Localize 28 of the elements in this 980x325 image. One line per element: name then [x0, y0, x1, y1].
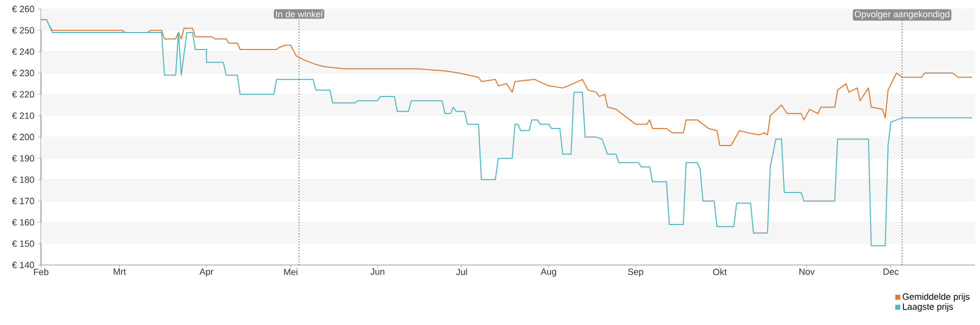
x-tick-label: Sep [628, 268, 644, 277]
y-tick-label: € 220 [12, 91, 34, 98]
y-tick-label: € 230 [12, 70, 34, 76]
ref-line-label: Opvolger aangekondigd [854, 10, 950, 20]
x-tick-label: Feb [34, 268, 48, 276]
legend-label: Gemiddelde prijs [902, 293, 970, 302]
legend-label: Laagste prijs [903, 303, 953, 312]
y-tick-label: € 210 [12, 112, 34, 119]
y-tick-label: € 240 [12, 48, 34, 55]
y-tick-label: € 200 [12, 134, 34, 140]
x-tick-label: Dec [884, 268, 899, 275]
x-tick-label: Aug [540, 268, 556, 277]
y-tick-label: € 160 [12, 219, 34, 226]
y-tick-label: € 170 [12, 198, 34, 204]
y-tick-label: € 250 [12, 27, 34, 34]
x-tick-label: Jul [456, 268, 467, 276]
y-tick-label: € 140 [12, 262, 34, 268]
x-tick-label: Jun [370, 268, 384, 275]
y-tick-label: € 190 [12, 155, 34, 162]
y-tick-label: € 180 [12, 176, 34, 183]
x-tick-label: Okt [713, 268, 727, 276]
x-tick-label: Nov [799, 268, 815, 275]
x-tick-label: Apr [200, 268, 214, 277]
y-tick-label: € 150 [12, 240, 34, 247]
y-tick-label: € 260 [12, 6, 34, 12]
ref-line-label: In de winkel [276, 10, 322, 18]
x-tick-label: Mei [284, 268, 298, 276]
x-tick-label: Mrt [114, 268, 126, 275]
